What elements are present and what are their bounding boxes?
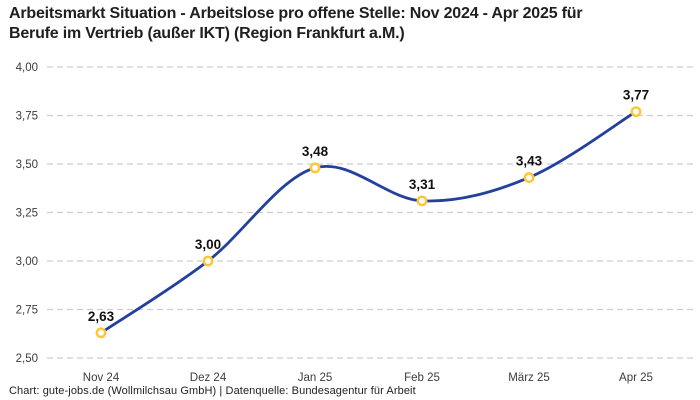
data-point-marker [523, 172, 535, 183]
chart-title: Arbeitsmarkt Situation - Arbeitslose pro… [9, 4, 694, 44]
data-point-marker [630, 106, 642, 118]
y-tick-label: 2,75 [16, 305, 38, 317]
chart-title-line1: Arbeitsmarkt Situation - Arbeitslose pro… [9, 5, 583, 22]
data-point-label: 3,31 [409, 177, 436, 192]
data-point-label: 3,48 [302, 144, 329, 159]
x-tick-label: Jan 25 [298, 372, 333, 384]
y-tick-label: 3,75 [16, 111, 38, 123]
y-tick-label: 3,00 [16, 256, 38, 268]
chart-footer-attribution: Chart: gute-jobs.de (Wollmilchsau GmbH) … [9, 385, 416, 397]
data-point-label: 3,43 [516, 154, 543, 169]
data-point-marker [416, 195, 428, 207]
data-point-label: 2,63 [88, 309, 115, 324]
data-point-marker [309, 162, 321, 174]
x-tick-label: März 25 [508, 372, 550, 384]
x-tick-label: Apr 25 [619, 372, 653, 384]
x-tick-label: Dez 24 [190, 372, 227, 384]
data-point-marker [202, 255, 214, 267]
line-series [99, 110, 638, 335]
chart-title-line2: Berufe im Vertrieb (außer IKT) (Region F… [9, 25, 405, 42]
x-tick-label: Feb 25 [404, 372, 440, 384]
y-tick-label: 2,50 [16, 353, 38, 365]
data-point-label: 3,00 [195, 237, 221, 252]
data-point-label: 3,77 [623, 88, 649, 103]
data-point-marker [95, 327, 107, 339]
y-tick-label: 3,25 [16, 208, 38, 220]
y-tick-label: 3,50 [16, 159, 38, 171]
x-tick-label: Nov 24 [83, 372, 120, 384]
y-tick-label: 4,00 [16, 62, 38, 74]
